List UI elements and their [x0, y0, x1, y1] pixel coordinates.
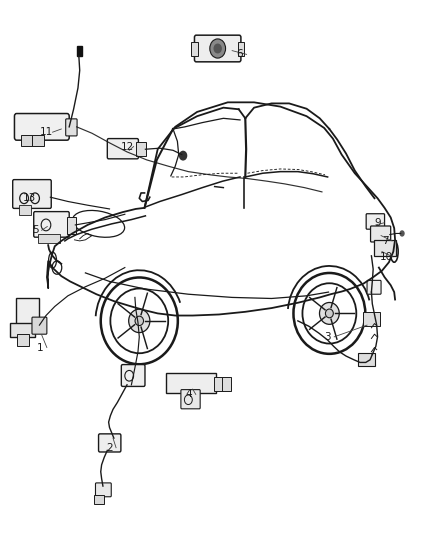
Text: 1: 1 [37, 343, 44, 352]
FancyBboxPatch shape [66, 119, 77, 136]
FancyBboxPatch shape [366, 214, 385, 229]
FancyBboxPatch shape [367, 280, 381, 294]
Text: 7: 7 [382, 236, 389, 246]
Ellipse shape [135, 316, 144, 326]
FancyBboxPatch shape [107, 139, 138, 159]
Text: 11: 11 [39, 127, 53, 137]
FancyBboxPatch shape [222, 377, 231, 391]
FancyBboxPatch shape [99, 434, 121, 452]
FancyBboxPatch shape [94, 495, 104, 504]
FancyBboxPatch shape [363, 312, 380, 326]
Text: 2: 2 [106, 443, 113, 453]
FancyBboxPatch shape [14, 114, 69, 140]
Text: 3: 3 [324, 332, 331, 342]
Ellipse shape [319, 303, 339, 324]
FancyBboxPatch shape [191, 42, 198, 56]
Ellipse shape [325, 309, 333, 318]
FancyBboxPatch shape [214, 377, 223, 391]
FancyBboxPatch shape [358, 353, 375, 366]
Bar [77, 46, 82, 56]
Circle shape [210, 39, 226, 58]
Text: 5: 5 [32, 225, 39, 235]
FancyBboxPatch shape [166, 373, 216, 393]
Text: 10: 10 [380, 252, 393, 262]
Text: 9: 9 [374, 218, 381, 228]
Text: 6: 6 [237, 50, 244, 59]
Circle shape [214, 44, 221, 53]
FancyBboxPatch shape [38, 234, 60, 243]
Text: 12: 12 [120, 142, 134, 151]
FancyBboxPatch shape [34, 212, 69, 237]
FancyBboxPatch shape [181, 390, 200, 409]
Ellipse shape [302, 283, 357, 344]
Ellipse shape [129, 309, 150, 333]
Circle shape [180, 151, 187, 160]
FancyBboxPatch shape [136, 142, 146, 156]
FancyBboxPatch shape [32, 317, 47, 334]
FancyBboxPatch shape [16, 298, 39, 327]
FancyBboxPatch shape [121, 365, 145, 386]
FancyBboxPatch shape [371, 226, 391, 242]
Text: 13: 13 [23, 193, 36, 203]
FancyBboxPatch shape [21, 135, 32, 146]
FancyBboxPatch shape [67, 217, 76, 234]
FancyBboxPatch shape [238, 42, 244, 56]
Circle shape [399, 230, 405, 237]
FancyBboxPatch shape [95, 483, 111, 497]
FancyBboxPatch shape [13, 180, 51, 208]
Ellipse shape [110, 288, 168, 353]
FancyBboxPatch shape [10, 323, 35, 337]
FancyBboxPatch shape [19, 205, 31, 215]
FancyBboxPatch shape [32, 135, 44, 146]
FancyBboxPatch shape [17, 334, 29, 346]
Text: 4: 4 [186, 390, 193, 399]
FancyBboxPatch shape [374, 240, 396, 256]
FancyBboxPatch shape [194, 35, 241, 62]
